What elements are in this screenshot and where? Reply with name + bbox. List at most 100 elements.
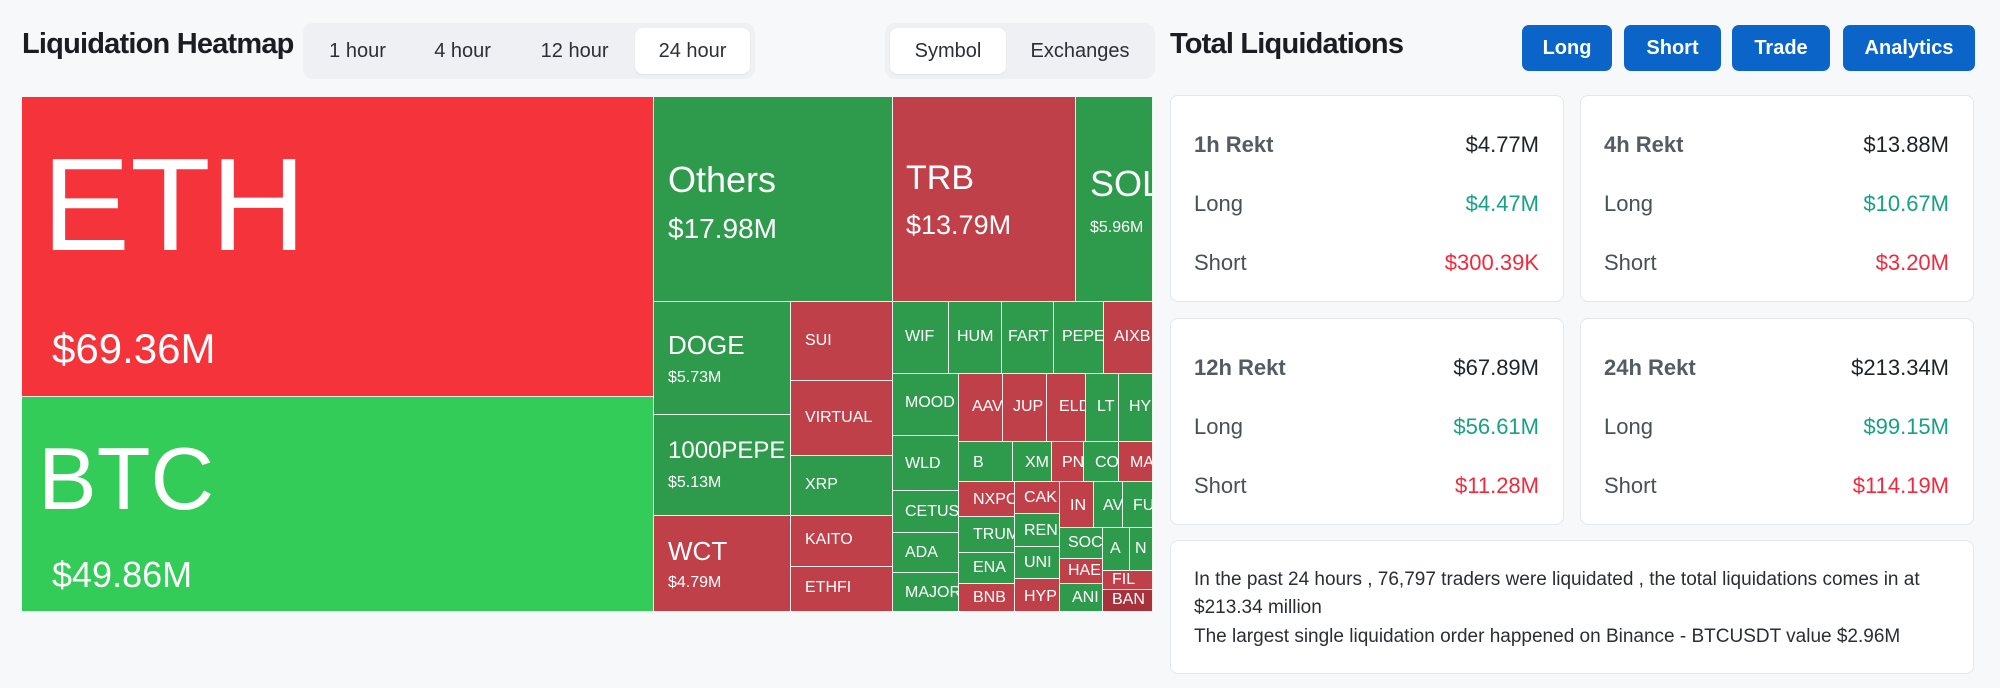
tile-symbol: PEPE — [1062, 328, 1104, 345]
heatmap-tile-trump[interactable]: TRUM — [959, 517, 1015, 553]
tile-symbol: MAJOR — [905, 584, 959, 601]
heatmap-tile-uni[interactable]: UNI — [1015, 547, 1060, 579]
time-range-selector: 1 hour 4 hour 12 hour 24 hour — [303, 23, 755, 79]
analytics-button[interactable]: Analytics — [1843, 25, 1975, 71]
heatmap-tile-virtual[interactable]: VIRTUAL — [791, 381, 893, 456]
heatmap-tile-wif[interactable]: WIF — [893, 302, 949, 374]
tile-symbol: ENA — [973, 559, 1006, 576]
stat-total: $213.34M — [1851, 355, 1949, 380]
heatmap-tile-wld[interactable]: WLD — [893, 436, 959, 491]
heatmap-tile-pn[interactable]: PN — [1052, 442, 1084, 482]
tile-symbol: WLD — [905, 455, 941, 472]
tile-symbol: XM — [1025, 454, 1049, 471]
heatmap-tile-in[interactable]: IN — [1060, 482, 1094, 528]
short-value: $11.28M — [1455, 473, 1539, 498]
stat-card-4h: 4h Rekt $13.88M Long $10.67M Short $3.20M — [1580, 95, 1974, 302]
heatmap-tile-nxpc[interactable]: NXPC — [959, 482, 1015, 517]
long-label: Long — [1194, 414, 1243, 439]
tile-symbol: FIL — [1112, 571, 1136, 588]
tab-24-hour[interactable]: 24 hour — [635, 28, 751, 74]
tile-symbol: BAN — [1112, 591, 1145, 608]
heatmap-tile-jup[interactable]: JUP — [1003, 374, 1047, 442]
heatmap-tile-1000pepe[interactable]: 1000PEPE $5.13M — [654, 415, 791, 516]
heatmap-tile-others[interactable]: Others $17.98M — [654, 97, 893, 302]
tab-4-hour[interactable]: 4 hour — [434, 39, 491, 62]
short-button[interactable]: Short — [1624, 25, 1721, 71]
tab-1-hour[interactable]: 1 hour — [329, 39, 386, 62]
tile-symbol: TRUM — [973, 526, 1015, 543]
long-value: $4.47M — [1465, 191, 1539, 216]
tile-symbol: MOOD — [905, 394, 955, 411]
tile-symbol: IN — [1070, 497, 1086, 514]
tile-symbol: ETHFI — [805, 579, 852, 596]
heatmap-tile-doge[interactable]: DOGE $5.73M — [654, 302, 791, 415]
heatmap-tile-co[interactable]: CO — [1084, 442, 1119, 482]
heatmap-tile-hae[interactable]: HAE — [1060, 559, 1103, 584]
short-label: Short — [1194, 250, 1247, 275]
long-button[interactable]: Long — [1522, 25, 1612, 71]
heatmap-tile-n[interactable]: N — [1130, 528, 1153, 571]
tile-symbol: REN — [1024, 522, 1058, 539]
tile-symbol: HYP — [1024, 588, 1057, 605]
heatmap-tile-soc[interactable]: SOC — [1060, 528, 1103, 559]
heatmap-tile-sol[interactable]: SOL $5.96M — [1076, 97, 1153, 302]
tile-value: $5.96M — [1090, 219, 1144, 236]
heatmap-tile-fil[interactable]: FIL — [1103, 571, 1153, 590]
tile-symbol: A — [1110, 540, 1121, 557]
heatmap-tile-xrp[interactable]: XRP — [791, 456, 893, 516]
heatmap-tile-b[interactable]: B — [959, 442, 1013, 482]
heatmap-tile-fu[interactable]: FU — [1123, 482, 1153, 528]
tab-symbol[interactable]: Symbol — [890, 28, 1006, 74]
heatmap-tile-sui[interactable]: SUI — [791, 302, 893, 381]
heatmap-tile-fart[interactable]: FART — [1002, 302, 1054, 374]
heatmap-tile-bnb[interactable]: BNB — [959, 584, 1015, 612]
heatmap-tile-aixb[interactable]: AIXB — [1104, 302, 1153, 374]
tile-symbol: MA — [1130, 454, 1153, 471]
heatmap-tile-major[interactable]: MAJOR — [893, 573, 959, 612]
heatmap-tile-hyp[interactable]: HYP — [1015, 579, 1060, 612]
tile-symbol: JUP — [1013, 398, 1044, 415]
liquidation-heatmap: ETH $69.36M BTC $49.86M Others $17.98M T… — [22, 97, 1153, 612]
heatmap-tile-ena[interactable]: ENA — [959, 553, 1015, 584]
tile-symbol: LT — [1097, 398, 1115, 415]
tile-value: $69.36M — [52, 325, 216, 372]
heatmap-tile-cake[interactable]: CAK — [1015, 482, 1060, 514]
trade-button[interactable]: Trade — [1732, 25, 1830, 71]
heatmap-tile-kaito[interactable]: KAITO — [791, 516, 893, 567]
heatmap-tile-ethfi[interactable]: ETHFI — [791, 567, 893, 612]
heatmap-tile-pepe[interactable]: PEPE — [1054, 302, 1104, 374]
heatmap-tile-ada[interactable]: ADA — [893, 533, 959, 573]
heatmap-tile-btc[interactable]: BTC $49.86M — [22, 397, 654, 612]
tab-exchanges[interactable]: Exchanges — [1030, 39, 1130, 62]
tile-symbol: N — [1135, 540, 1147, 557]
tile-value: $17.98M — [668, 213, 777, 244]
heatmap-tile-xm[interactable]: XM — [1013, 442, 1052, 482]
stat-title: 12h Rekt — [1194, 355, 1286, 380]
heatmap-tile-ban[interactable]: BAN — [1103, 590, 1153, 612]
heatmap-tile-a[interactable]: A — [1103, 528, 1130, 571]
heatmap-tile-trb[interactable]: TRB $13.79M — [893, 97, 1076, 302]
long-value: $10.67M — [1863, 191, 1949, 216]
tab-12-hour[interactable]: 12 hour — [540, 39, 609, 62]
tile-symbol: WIF — [905, 328, 935, 345]
heatmap-tile-aave[interactable]: AAV — [959, 374, 1003, 442]
heatmap-tile-eld[interactable]: ELD — [1047, 374, 1086, 442]
heatmap-tile-wct[interactable]: WCT $4.79M — [654, 516, 791, 612]
tile-symbol: FU — [1133, 497, 1153, 514]
long-label: Long — [1604, 414, 1653, 439]
heatmap-tile-cetus[interactable]: CETUS — [893, 491, 959, 533]
heatmap-tile-ma[interactable]: MA — [1119, 442, 1153, 482]
heatmap-tile-hy[interactable]: HY — [1119, 374, 1153, 442]
heatmap-tile-eth[interactable]: ETH $69.36M — [22, 97, 654, 397]
heatmap-tile-mood[interactable]: MOOD — [893, 374, 959, 436]
summary-line-2: $213.34 million — [1194, 597, 1322, 618]
short-value: $114.19M — [1852, 473, 1949, 498]
heatmap-tile-hum[interactable]: HUM — [949, 302, 1002, 374]
heatmap-tile-ren[interactable]: REN — [1015, 514, 1060, 547]
tile-value: $5.73M — [668, 369, 722, 386]
tile-symbol: AV — [1103, 497, 1123, 514]
heatmap-tile-lt[interactable]: LT — [1086, 374, 1119, 442]
heatmap-tile-av[interactable]: AV — [1094, 482, 1123, 528]
tile-symbol: BTC — [38, 429, 214, 528]
heatmap-tile-ani[interactable]: ANI — [1060, 584, 1103, 612]
